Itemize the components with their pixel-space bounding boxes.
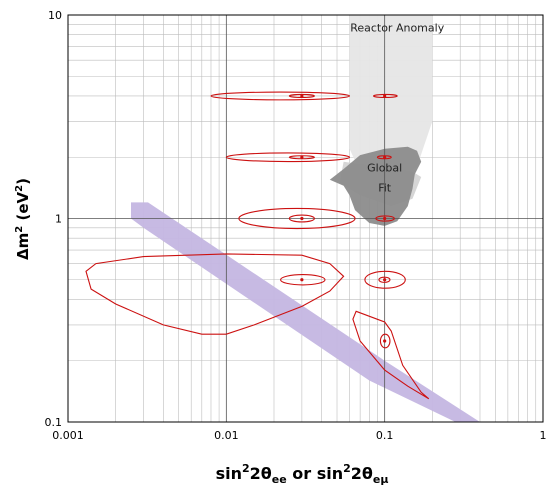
x-tick-label: 1 — [540, 429, 546, 442]
contour-ellipse — [238, 207, 356, 230]
contour-ellipse — [280, 274, 326, 286]
best-fit-point — [300, 94, 304, 98]
chart-annotation: Global — [367, 162, 402, 175]
best-fit-point — [383, 155, 387, 159]
x-tick-label: 0.1 — [376, 429, 394, 442]
contour-ellipse — [364, 270, 406, 289]
large-contour-05 — [85, 253, 345, 335]
contour-ellipse — [375, 215, 395, 222]
best-fit-point — [383, 216, 387, 221]
y-tick-label: 0.1 — [45, 416, 63, 429]
lsnd-band — [131, 202, 480, 422]
best-fit-point — [300, 278, 304, 282]
tick-labels: 0.001 0.01 0.1 1 0.1 1 10 — [45, 9, 546, 442]
chart-annotation: Fit — [378, 181, 392, 194]
best-fit-point — [383, 278, 387, 282]
x-tick-label: 0.01 — [214, 429, 239, 442]
contour-ellipse — [210, 91, 351, 101]
contours — [85, 91, 430, 400]
reactor-anomaly-band — [349, 15, 433, 177]
plot-frame — [67, 14, 544, 423]
annotations: Reactor Anomaly Global Fit — [350, 21, 445, 194]
contour-ellipse — [372, 93, 398, 99]
best-fit-point — [300, 155, 304, 159]
regions — [131, 15, 480, 422]
global-fit — [329, 146, 422, 226]
x-axis-label: sin22θee or sin22θeμ — [216, 462, 389, 486]
contour-ellipse — [379, 333, 391, 349]
chart-annotation: Reactor Anomaly — [350, 21, 445, 34]
contour-ellipse — [288, 214, 315, 223]
contour-ellipse — [225, 152, 351, 163]
y-tick-label: 10 — [48, 9, 62, 22]
best-fit-point — [383, 339, 387, 343]
x-tick-label: 0.001 — [52, 429, 84, 442]
triangle-contour-025 — [352, 310, 430, 400]
y-tick-label: 1 — [55, 213, 62, 226]
best-fit-point — [383, 94, 387, 98]
y-axis-label: Δm2 (eV2) — [14, 178, 32, 260]
best-fit-point — [300, 216, 304, 221]
contour-ellipse — [378, 276, 391, 283]
